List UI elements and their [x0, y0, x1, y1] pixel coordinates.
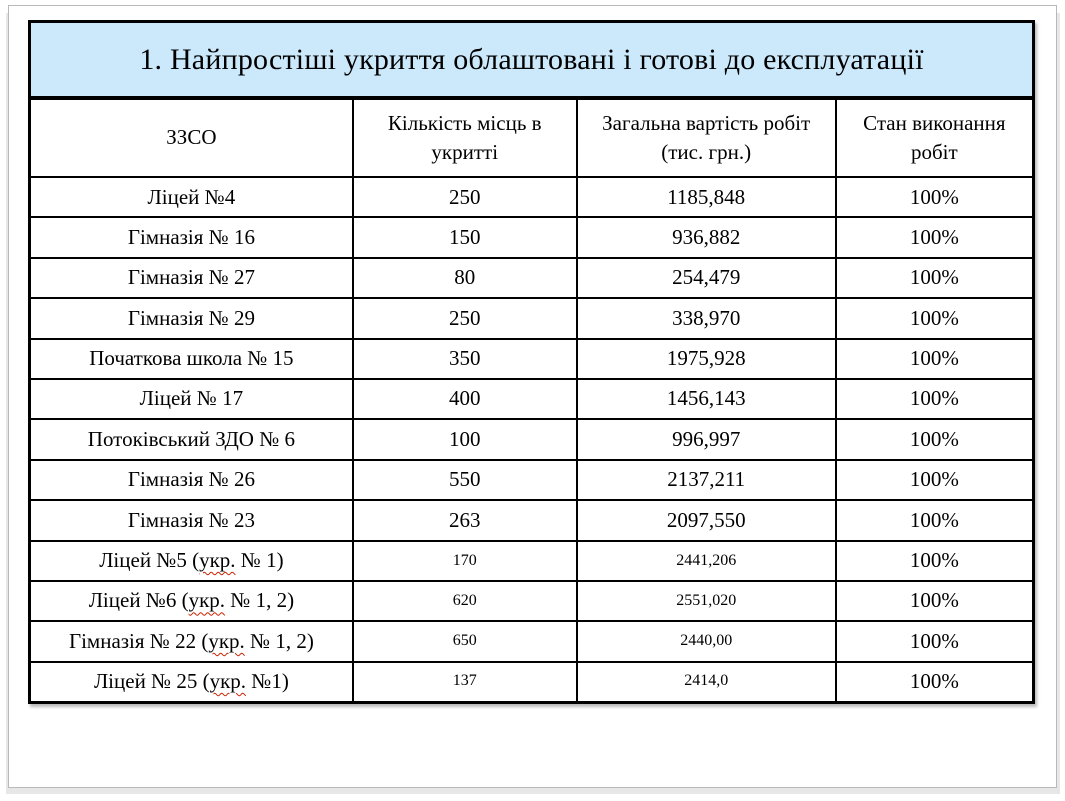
shelters-data-table: ЗЗСО Кількість місць в укритті Загальна …	[28, 98, 1035, 704]
status-cell: 100%	[834, 297, 1035, 340]
status-cell: 100%	[834, 499, 1035, 542]
table-row: Ліцей №6 (укр. № 1, 2) 620 2551,020 100%	[28, 579, 1035, 623]
status-cell: 100%	[834, 175, 1035, 219]
table-row: Гімназія № 29 250 338,970 100%	[28, 297, 1035, 340]
school-name-cell: Ліцей №4	[28, 175, 354, 219]
cost-cell: 1456,143	[575, 377, 837, 421]
table-body: Ліцей №4 250 1185,848 100% Гімназія № 16 150 9…	[28, 175, 1035, 704]
status-cell: 100%	[834, 458, 1035, 502]
table-row: Потоківський ЗДО № 6 100 996,997 100%	[28, 418, 1035, 461]
cost-cell: 2414,0	[575, 660, 837, 704]
spellcheck-underline: укр.	[208, 628, 245, 653]
status-cell: 100%	[834, 539, 1035, 582]
cost-cell: 2441,206	[575, 539, 837, 582]
seats-cell: 550	[351, 458, 578, 502]
seats-cell: 350	[351, 337, 578, 380]
seats-cell: 650	[351, 620, 578, 663]
seats-cell: 620	[351, 579, 578, 623]
table-row: Початкова школа № 15 350 1975,928 100%	[28, 337, 1035, 380]
spellcheck-underline: укр.	[188, 588, 226, 613]
table-row: Гімназія № 16 150 936,882 100%	[28, 216, 1035, 259]
status-cell: 100%	[834, 256, 1035, 300]
cost-cell: 1975,928	[575, 337, 837, 380]
status-cell: 100%	[834, 337, 1035, 380]
column-header-school: ЗЗСО	[28, 98, 354, 178]
school-name-cell: Ліцей № 17	[28, 377, 354, 421]
cost-cell: 1185,848	[575, 175, 837, 219]
slide-page: 1. Найпростіші укриття облаштовані і гот…	[8, 5, 1057, 788]
cost-cell: 2551,020	[575, 579, 837, 623]
seats-cell: 250	[351, 175, 578, 219]
spellcheck-underline: укр.	[199, 548, 236, 573]
school-name-cell: Гімназія № 23	[28, 499, 354, 542]
table-row: Ліцей №4 250 1185,848 100%	[28, 175, 1035, 219]
seats-cell: 263	[351, 499, 578, 542]
status-cell: 100%	[834, 377, 1035, 421]
column-header-status: Стан виконання робіт	[834, 98, 1035, 178]
seats-cell: 137	[351, 660, 578, 704]
school-name-cell: Потоківський ЗДО № 6	[28, 418, 354, 461]
table-row: Гімназія № 22 (укр. № 1, 2) 650 2440,00 100…	[28, 620, 1035, 663]
table-row: Гімназія № 23 263 2097,550 100%	[28, 499, 1035, 542]
status-cell: 100%	[834, 579, 1035, 623]
cost-cell: 996,997	[575, 418, 837, 461]
table-row: Гімназія № 26 550 2137,211 100%	[28, 458, 1035, 502]
status-cell: 100%	[834, 216, 1035, 259]
shelters-table: 1. Найпростіші укриття облаштовані і гот…	[28, 20, 1035, 704]
spellcheck-underline: укр.	[209, 668, 247, 693]
seats-cell: 250	[351, 297, 578, 340]
table-row: Ліцей № 17 400 1456,143 100%	[28, 377, 1035, 421]
school-name-cell: Гімназія № 22 (укр. № 1, 2)	[28, 620, 354, 663]
seats-cell: 400	[351, 377, 578, 421]
cost-cell: 2097,550	[575, 499, 837, 542]
status-cell: 100%	[834, 660, 1035, 704]
school-name-cell: Ліцей №5 (укр. № 1)	[28, 539, 354, 582]
school-name-cell: Гімназія № 27	[28, 256, 354, 300]
seats-cell: 150	[351, 216, 578, 259]
school-name-cell: Ліцей № 25 (укр. №1)	[28, 660, 354, 704]
cost-cell: 936,882	[575, 216, 837, 259]
table-row: Ліцей № 25 (укр. №1) 137 2414,0 100%	[28, 660, 1035, 704]
status-cell: 100%	[834, 620, 1035, 663]
school-name-cell: Ліцей №6 (укр. № 1, 2)	[28, 579, 354, 623]
status-cell: 100%	[834, 418, 1035, 461]
cost-cell: 2137,211	[575, 458, 837, 502]
cost-cell: 2440,00	[575, 620, 837, 663]
school-name-cell: Початкова школа № 15	[28, 337, 354, 380]
school-name-cell: Гімназія № 26	[28, 458, 354, 502]
school-name-cell: Гімназія № 16	[28, 216, 354, 259]
column-header-cost: Загальна вартість робіт (тис. грн.)	[575, 98, 837, 178]
seats-cell: 100	[351, 418, 578, 461]
table-row: Гімназія № 27 80 254,479 100%	[28, 256, 1035, 300]
column-header-seats: Кількість місць в укритті	[351, 98, 578, 178]
seats-cell: 80	[351, 256, 578, 300]
cost-cell: 254,479	[575, 256, 837, 300]
table-row: Ліцей №5 (укр. № 1) 170 2441,206 100%	[28, 539, 1035, 582]
header-row: ЗЗСО Кількість місць в укритті Загальна …	[28, 98, 1035, 178]
cost-cell: 338,970	[575, 297, 837, 340]
table-title: 1. Найпростіші укриття облаштовані і гот…	[28, 20, 1035, 98]
school-name-cell: Гімназія № 29	[28, 297, 354, 340]
seats-cell: 170	[351, 539, 578, 582]
